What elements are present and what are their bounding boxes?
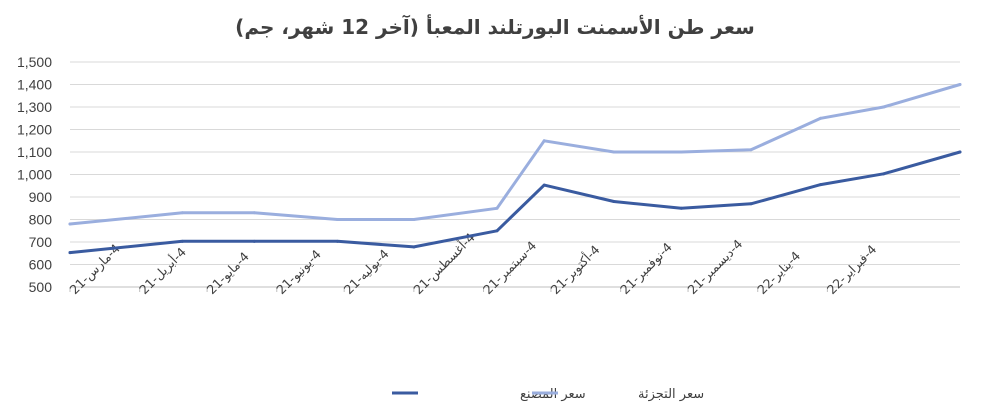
data-point	[749, 148, 753, 152]
x-tick-label: 4-فبراير-22	[824, 242, 880, 298]
x-tick-label: 4-يونيو-21	[273, 247, 324, 298]
data-point	[882, 105, 886, 109]
y-tick-label: 1,300	[17, 99, 52, 115]
y-tick-label: 1,000	[17, 167, 52, 183]
data-point	[335, 239, 339, 243]
y-axis-ticks: 500 600 700 800 900 1,000 1,100 1,200 1,300 1,400…	[17, 54, 52, 295]
data-point	[612, 200, 616, 203]
data-point	[180, 239, 184, 243]
y-tick-label: 500	[29, 279, 53, 295]
x-tick-label: 4-أبريل-21	[135, 244, 189, 298]
data-point	[335, 218, 339, 221]
data-point	[612, 150, 616, 154]
x-tick-label: 4-أغسطس-21	[410, 229, 479, 298]
data-point	[412, 218, 416, 221]
data-point	[68, 251, 72, 255]
x-tick-label: 4-سبتمبر-21	[480, 238, 540, 298]
y-tick-label: 700	[29, 234, 53, 250]
chart-title: سعر طن الأسمنت البورتلند المعبأ (آخر 12 …	[235, 13, 755, 39]
data-point	[68, 222, 72, 226]
x-tick-label: 4-مايو-21	[204, 249, 253, 298]
y-tick-label: 1,400	[17, 77, 52, 93]
series-lines	[68, 83, 962, 255]
data-point	[412, 245, 416, 249]
data-point	[180, 211, 184, 215]
legend: سعر المصنعسعر التجزئة	[392, 387, 704, 402]
y-tick-label: 1,500	[17, 54, 52, 70]
x-tick-label: 4-ديسمبر-21	[685, 236, 747, 298]
data-point	[252, 239, 256, 243]
data-point	[542, 183, 546, 187]
x-tick-label: 4-يناير-22	[754, 248, 804, 298]
data-point	[679, 150, 683, 154]
x-tick-label: 4-أكتوبر-21	[547, 241, 604, 298]
y-tick-label: 900	[29, 189, 53, 205]
data-point	[819, 116, 823, 120]
y-tick-label: 600	[29, 257, 53, 273]
x-tick-label: 4-يوليه-21	[341, 246, 393, 298]
gridlines	[70, 61, 960, 265]
data-point	[958, 83, 962, 86]
data-point	[542, 139, 546, 143]
data-point	[749, 202, 753, 206]
y-tick-label: 1,200	[17, 122, 52, 138]
y-tick-label: 800	[29, 212, 53, 228]
series-line	[68, 150, 962, 255]
x-axis: 4-مارس-214-أبريل-214-مايو-214-يونيو-214-…	[67, 229, 960, 298]
data-point	[495, 229, 499, 233]
data-point	[679, 206, 683, 210]
x-tick-label: 4-نوفمبر-21	[617, 239, 676, 298]
y-tick-label: 1,100	[17, 144, 52, 160]
data-point	[252, 211, 256, 215]
series-line	[68, 83, 962, 226]
legend-label: سعر التجزئة	[638, 387, 704, 402]
data-point	[495, 206, 499, 210]
data-point	[958, 150, 962, 154]
data-point	[882, 172, 886, 176]
data-point	[819, 183, 823, 187]
